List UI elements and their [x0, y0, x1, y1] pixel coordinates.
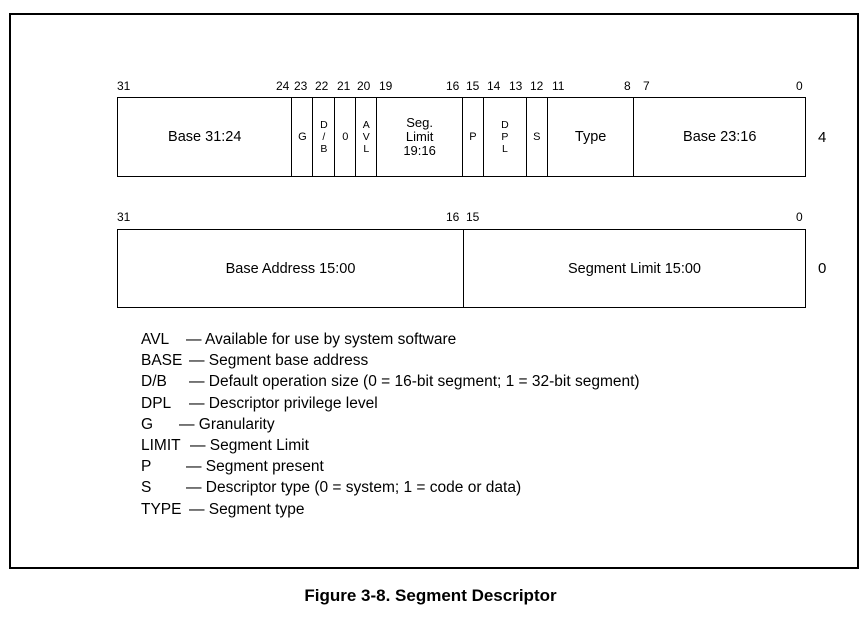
legend-desc: — Segment type: [189, 500, 305, 518]
dpl-char-2: P: [501, 131, 509, 143]
bit-23: 23: [294, 79, 308, 93]
legend-key: LIMIT: [141, 436, 181, 454]
legend-key: P: [141, 458, 152, 476]
db-char-2: /: [322, 131, 326, 143]
avl-char-1: A: [362, 119, 370, 131]
db-char-1: D: [320, 119, 328, 131]
bit-14: 14: [487, 79, 501, 93]
legend-key: BASE: [141, 352, 183, 370]
legend-key: S: [141, 479, 152, 497]
legend-desc: — Granularity: [179, 415, 275, 433]
avl-char-3: L: [363, 143, 370, 155]
field-zero: 0: [335, 98, 357, 176]
seg-limit-line-2: Limit: [405, 129, 434, 144]
bit-12: 12: [530, 79, 544, 93]
bit-16: 16: [446, 79, 460, 93]
field-base-31-24: Base 31:24: [118, 98, 293, 176]
legend-desc: — Segment present: [186, 458, 324, 476]
field-db: D / B: [313, 98, 336, 176]
bit-15: 15: [466, 210, 480, 224]
legend-desc: — Segment Limit: [190, 436, 309, 454]
bit-13: 13: [509, 79, 523, 93]
bit-16: 16: [446, 210, 460, 224]
lower-word-offset: 0: [818, 260, 827, 277]
field-p: P: [463, 98, 484, 176]
bit-21: 21: [337, 79, 351, 93]
bit-15: 15: [466, 79, 480, 93]
bit-22: 22: [315, 79, 329, 93]
field-avl: A V L: [356, 98, 378, 176]
field-g: G: [292, 98, 314, 176]
bit-7: 7: [643, 79, 650, 93]
bit-19: 19: [379, 79, 393, 93]
avl-char-2: V: [362, 131, 370, 143]
seg-limit-line-1: Seg.: [406, 115, 433, 130]
field-type: Type: [548, 98, 635, 176]
legend-key: D/B: [141, 373, 167, 391]
field-base-23-16: Base 23:16: [683, 129, 757, 145]
legend-desc: — Available for use by system software: [186, 331, 457, 348]
bit-24: 24: [276, 79, 290, 93]
field-dpl: D P L: [484, 98, 527, 176]
bit-8: 8: [624, 79, 631, 93]
figure-caption: Figure 3-8. Segment Descriptor: [304, 586, 557, 605]
legend-desc: — Default operation size (0 = 16-bit seg…: [189, 373, 640, 391]
legend-desc: — Segment base address: [189, 352, 369, 370]
figure-frame: [9, 13, 859, 569]
upper-word-offset: 4: [818, 129, 827, 146]
legend-desc: — Descriptor privilege level: [189, 394, 378, 412]
bit-31: 31: [117, 210, 131, 224]
legend-key: TYPE: [141, 500, 182, 518]
dpl-char-3: L: [501, 143, 508, 155]
field-s: S: [527, 98, 548, 176]
legend-desc: — Descriptor type (0 = system; 1 = code …: [186, 479, 522, 497]
legend-key: G: [141, 415, 154, 433]
bit-31: 31: [117, 79, 131, 93]
field-base-address-15-00: Base Address 15:00: [118, 230, 464, 307]
bit-11: 11: [552, 79, 565, 93]
field-seg-limit-19-16: Seg. Limit 19:16: [377, 98, 463, 176]
lower-descriptor-word: Base Address 15:00 Segment Limit 15:00: [117, 229, 806, 308]
bit-0: 0: [796, 79, 803, 93]
bit-0: 0: [796, 210, 803, 224]
legend-key: DPL: [141, 394, 172, 412]
bit-20: 20: [357, 79, 371, 93]
db-char-3: B: [320, 143, 328, 155]
field-segment-limit-15-00: Segment Limit 15:00: [568, 260, 701, 277]
seg-limit-line-3: 19:16: [403, 143, 436, 158]
legend-key: AVL: [141, 331, 170, 348]
upper-descriptor-word: Base 31:24 G D / B 0 A V L Seg. Limit 19…: [117, 97, 806, 177]
dpl-char-1: D: [501, 119, 509, 131]
